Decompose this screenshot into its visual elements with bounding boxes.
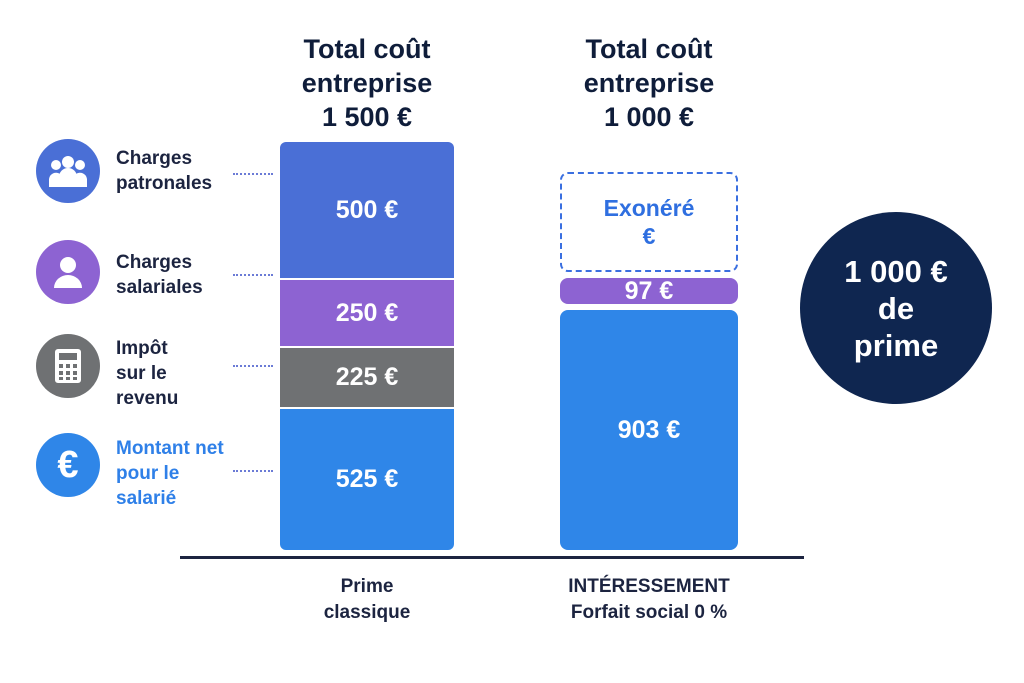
euro-icon: €	[57, 443, 79, 486]
x-axis-line	[180, 556, 804, 559]
people-group-icon	[49, 156, 87, 187]
legend-icon-net: €	[36, 433, 100, 497]
legend-connector-salariales	[233, 274, 273, 276]
category-line: Forfait social 0 %	[570, 602, 728, 623]
title-line: 1 500 €	[321, 102, 413, 132]
segment-impot: 225 €	[280, 348, 454, 408]
segment-net: 903 €	[560, 310, 738, 550]
category-line: classique	[323, 602, 411, 623]
legend-icon-impot	[36, 334, 100, 398]
legend-line: Charges	[116, 148, 193, 169]
segment-value-label: 250 €	[335, 298, 399, 327]
segment-value-label: 97 €	[624, 276, 674, 305]
exonere-label: Exonéré	[603, 195, 695, 221]
category-label-classique: Prime classique	[280, 574, 454, 626]
prime-badge: 1 000 € de prime	[800, 212, 992, 404]
legend-line: patronales	[116, 173, 213, 194]
total-cost-title-interessement: Total coût entreprise 1 000 €	[560, 32, 738, 134]
legend-icon-salariales	[36, 240, 100, 304]
segment-value-label: 225 €	[335, 363, 399, 392]
badge-line: de	[877, 290, 915, 326]
legend-connector-net	[233, 470, 273, 472]
segment-patronales: 500 €	[280, 142, 454, 278]
segment-value-label: 903 €	[617, 415, 681, 444]
legend-line: Montant net	[116, 438, 224, 459]
legend-label-salariales: Charges salariales	[116, 250, 203, 300]
legend-line: pour le	[116, 463, 180, 484]
category-label-interessement: INTÉRESSEMENT Forfait social 0 %	[540, 574, 758, 626]
badge-line: 1 000 €	[844, 253, 948, 289]
legend-line: Charges	[116, 252, 193, 273]
legend-line: salarié	[116, 488, 177, 509]
category-line: INTÉRESSEMENT	[568, 576, 730, 597]
category-line: Prime	[340, 576, 394, 597]
badge-line: prime	[853, 327, 939, 363]
calculator-icon	[55, 349, 81, 383]
segment-salariales: 250 €	[280, 280, 454, 346]
legend-label-net: Montant net pour le salarié	[116, 436, 224, 511]
segment-net: 525 €	[280, 409, 454, 550]
legend-connector-impot	[233, 365, 273, 367]
legend-label-impot: Impôt sur le revenu	[116, 336, 178, 411]
title-line: Total coût	[585, 34, 713, 64]
segment-salariales: 97 €	[560, 276, 738, 305]
person-icon	[54, 257, 82, 288]
legend-icon-patronales	[36, 139, 100, 203]
segment-value-label: 500 €	[335, 195, 399, 224]
legend-connector-patronales	[233, 173, 273, 175]
title-line: entreprise	[301, 68, 433, 98]
legend-line: Impôt	[116, 338, 168, 359]
exonere-label: €	[642, 223, 656, 249]
legend-line: salariales	[116, 277, 203, 298]
legend-line: sur le	[116, 363, 167, 384]
total-cost-title-classique: Total coût entreprise 1 500 €	[280, 32, 454, 134]
legend-line: revenu	[116, 388, 179, 409]
segment-value-label: 525 €	[335, 465, 399, 494]
title-line: entreprise	[583, 68, 715, 98]
title-line: Total coût	[303, 34, 431, 64]
segment-exonere: Exonéré €	[560, 172, 738, 272]
title-line: 1 000 €	[603, 102, 695, 132]
legend-label-patronales: Charges patronales	[116, 146, 212, 196]
